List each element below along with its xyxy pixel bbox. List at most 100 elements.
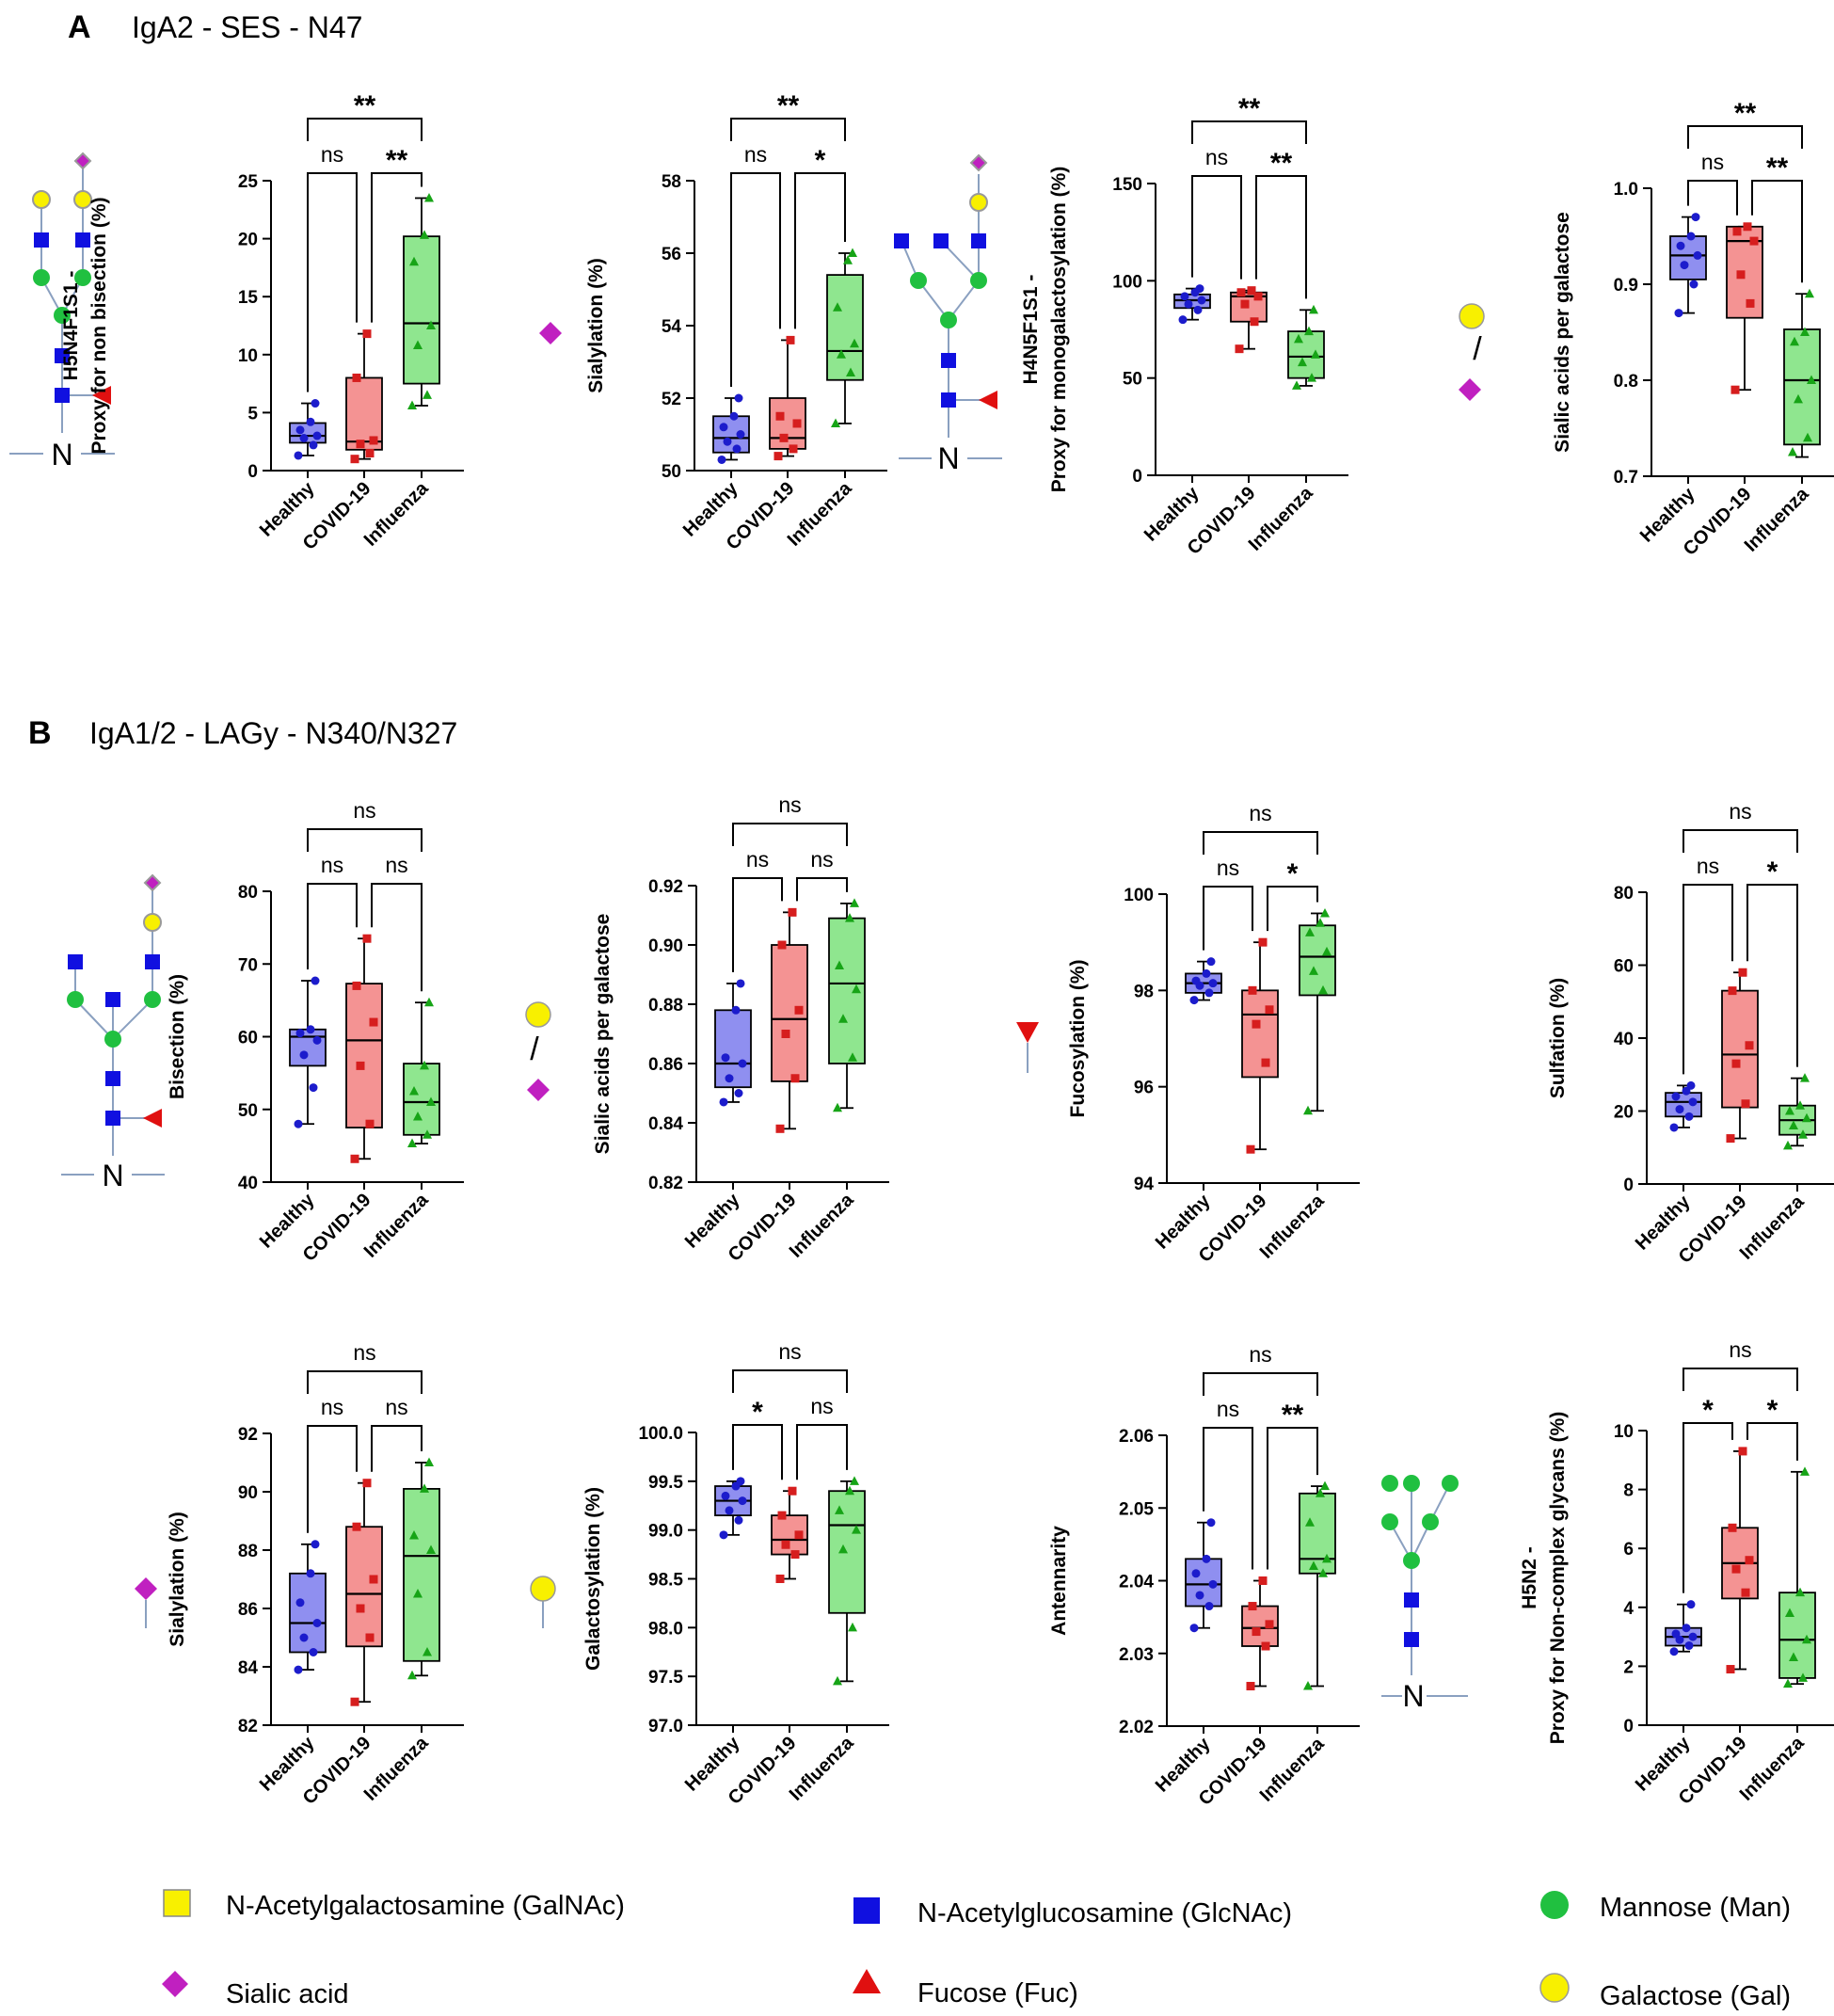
y-tick-label: 40 — [238, 1174, 258, 1193]
y-axis-label-line: Proxy for monogalactosylation (%) — [1048, 167, 1070, 493]
data-point — [1248, 1602, 1257, 1611]
y-tick-label: 0.84 — [648, 1114, 683, 1134]
data-point — [833, 1675, 842, 1686]
y-tick-label: 50 — [238, 1101, 258, 1121]
chart-a1: 0 5 10 15 20 25 H5N4F1S1 - Proxy for non bisect… — [60, 90, 464, 554]
data-point — [306, 1025, 315, 1034]
data-point — [369, 1017, 378, 1027]
panel-a-letter: A — [68, 9, 91, 45]
y-tick-label: 0.8 — [1614, 372, 1638, 392]
y-axis-label-line: Sulfation (%) — [1547, 978, 1569, 1098]
y-axis-label: Sialic acids per galactose — [592, 914, 614, 1155]
y-axis-label-line: Sialylation (%) — [167, 1512, 188, 1647]
data-point — [1726, 1134, 1735, 1144]
data-point — [1788, 447, 1797, 456]
data-point — [1691, 213, 1700, 222]
y-tick-label: 100.0 — [638, 1424, 683, 1444]
fucose-icon — [92, 386, 111, 405]
data-point — [786, 335, 795, 344]
data-point — [299, 434, 309, 443]
data-point — [424, 997, 434, 1007]
data-point — [852, 984, 861, 994]
data-point — [1240, 299, 1250, 309]
y-axis-label-line: H5N4F1S1 - — [60, 271, 82, 381]
box-iqr — [289, 1572, 327, 1654]
box-covid-19 — [345, 934, 383, 1163]
data-point — [1247, 286, 1256, 296]
data-point — [792, 419, 802, 428]
chart-b6: 97.0 97.5 98.0 98.5 99.0 99.5 100.0 Galactosyla… — [582, 1339, 889, 1809]
data-point — [835, 960, 844, 970]
y-tick-label: 96 — [1134, 1079, 1154, 1098]
box-influenza — [826, 248, 864, 427]
significance-bracket — [1267, 1427, 1318, 1570]
data-point — [794, 1530, 804, 1540]
data-point — [1795, 1100, 1805, 1110]
y-tick-label: 25 — [238, 172, 259, 192]
glcnac-icon — [105, 1111, 120, 1126]
data-point — [420, 230, 429, 239]
significance-bracket — [307, 828, 423, 852]
glcnac-icon — [1404, 1632, 1419, 1647]
significance-label: ns — [1729, 1337, 1751, 1362]
box-influenza — [828, 898, 866, 1112]
y-axis-label: H5N2 - Proxy for Non-complex glycans (%) — [1519, 1412, 1569, 1745]
box-healthy — [1669, 213, 1707, 318]
data-point — [1191, 976, 1201, 985]
data-point — [1206, 957, 1216, 967]
data-point — [1258, 937, 1268, 947]
data-point — [1265, 1005, 1274, 1015]
data-point — [833, 302, 842, 312]
significance-label: ns — [321, 853, 343, 877]
data-point — [1731, 1059, 1741, 1068]
data-point — [420, 1483, 429, 1493]
data-point — [369, 1575, 378, 1584]
y-tick-label: 100 — [1112, 272, 1142, 292]
data-point — [1252, 1019, 1261, 1029]
mannose-icon — [54, 307, 71, 324]
y-axis-label-line: Proxy for non bisection (%) — [88, 197, 110, 454]
data-point — [777, 940, 787, 950]
glcnac-icon — [55, 348, 70, 363]
data-point — [1686, 1080, 1696, 1090]
glcnac-icon — [55, 388, 70, 403]
data-point — [1189, 996, 1199, 1005]
data-point — [1686, 1600, 1696, 1609]
data-point — [407, 1670, 417, 1680]
sialic-acid-icon — [539, 322, 562, 344]
significance-label: ns — [1217, 1397, 1239, 1421]
box-influenza — [403, 1457, 440, 1680]
significance-label: ns — [746, 847, 769, 872]
data-point — [1684, 1112, 1694, 1121]
data-point — [790, 1074, 800, 1083]
data-point — [1802, 1112, 1811, 1123]
significance-bracket — [796, 877, 848, 902]
y-axis-label: H5N4F1S1 - Proxy for non bisection (%) — [60, 197, 110, 454]
data-point — [1732, 227, 1742, 236]
significance-bracket — [1682, 1368, 1798, 1391]
data-point — [1730, 385, 1740, 394]
significance-label: ns — [1205, 145, 1228, 169]
data-point — [1783, 1678, 1793, 1688]
significance-label: * — [1767, 856, 1778, 888]
data-point — [1800, 1466, 1810, 1476]
sialic-acid-icon — [969, 153, 988, 172]
y-axis-label: Bisection (%) — [167, 974, 188, 1099]
data-point — [311, 399, 320, 408]
y-tick-label: 40 — [1614, 1030, 1634, 1049]
y-tick-label: 2.04 — [1119, 1573, 1154, 1592]
data-point — [312, 1035, 322, 1045]
y-axis-label: Antennarity — [1048, 1526, 1070, 1636]
box-influenza — [1299, 907, 1336, 1115]
data-point — [1248, 985, 1257, 995]
data-point — [1189, 1624, 1199, 1633]
mannose-icon — [940, 312, 957, 328]
data-point — [736, 979, 745, 988]
data-point — [350, 1697, 359, 1706]
data-point — [1689, 280, 1698, 289]
glycan-a1-asparagine: N — [51, 438, 72, 472]
data-point — [1728, 986, 1737, 996]
significance-label: ** — [1766, 152, 1789, 184]
data-point — [1191, 1569, 1201, 1578]
significance-bracket — [371, 1425, 423, 1472]
